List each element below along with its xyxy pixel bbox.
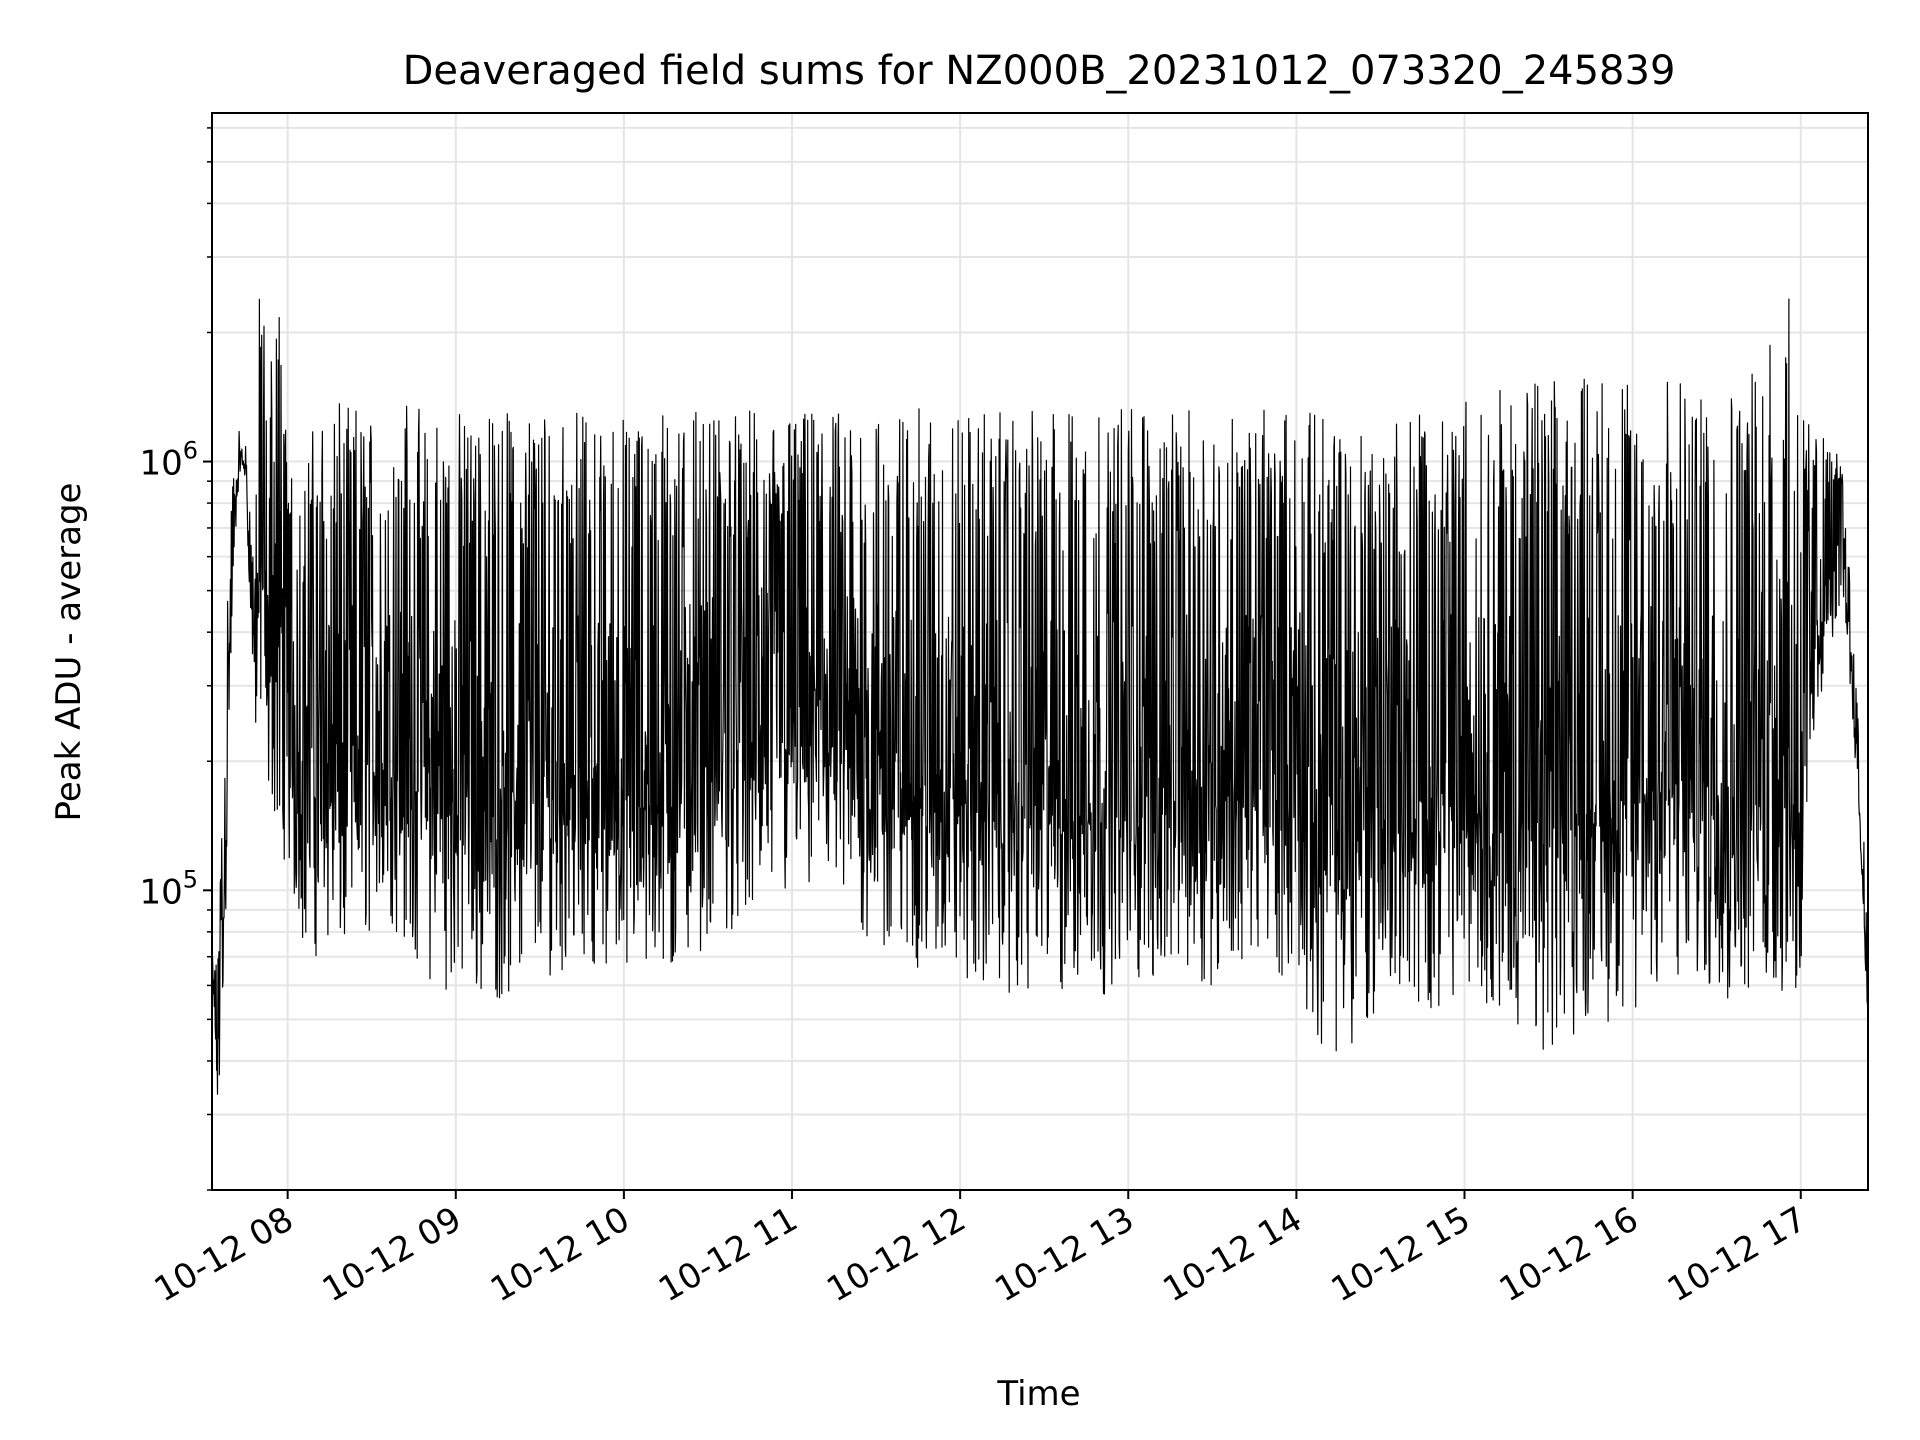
series-line [211, 298, 1869, 1095]
y-axis-ticks: 105 106 [139, 127, 212, 1191]
chart-title: Deaveraged field sums for NZ000B_2023101… [403, 48, 1676, 94]
x-axis-label: Time [996, 1374, 1080, 1414]
series-layer [211, 298, 1869, 1095]
y-tick-label: 105 [139, 865, 198, 912]
y-axis-label: Peak ADU - average [49, 483, 89, 822]
y-tick-label: 106 [139, 437, 198, 484]
plot-frame [211, 112, 1869, 1191]
plot-area [211, 112, 1869, 1191]
